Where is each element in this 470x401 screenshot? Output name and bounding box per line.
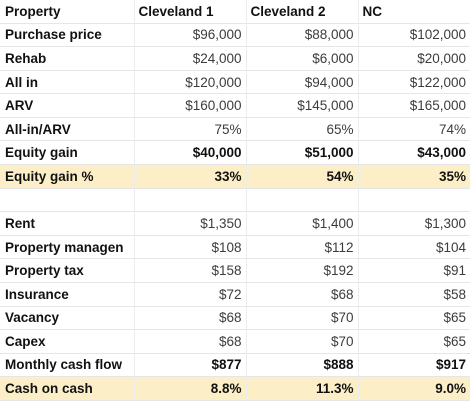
row-label-insurance[interactable]: Insurance <box>0 282 135 307</box>
value-cell-nc[interactable]: $91 <box>358 258 470 283</box>
row-label-capex[interactable]: Capex <box>0 329 135 354</box>
header-cell-cleveland-2[interactable]: Cleveland 2 <box>246 0 359 24</box>
table-row-monthly-cash-flow: Monthly cash flow $877 $888 $917 <box>0 353 470 378</box>
value-cell-cleveland-2[interactable]: $6,000 <box>246 46 359 71</box>
table-row-equity-gain: Equity gain $40,000 $51,000 $43,000 <box>0 140 470 166</box>
table-row-property-tax: Property tax $158 $192 $91 <box>0 258 470 283</box>
row-label-equity-gain[interactable]: Equity gain % <box>0 164 135 189</box>
value-cell-cleveland-1[interactable]: 75% <box>134 117 247 142</box>
row-label-rent[interactable]: Rent <box>0 211 135 236</box>
value-cell-cleveland-2[interactable]: $88,000 <box>246 23 359 48</box>
value-cell-cleveland-2[interactable]: $888 <box>246 353 359 378</box>
value-cell-cleveland-1[interactable]: $68 <box>134 329 247 354</box>
header-cell-cleveland-1[interactable]: Cleveland 1 <box>134 0 247 24</box>
value-cell-cleveland-1[interactable]: $877 <box>134 353 247 378</box>
row-label-monthly-cash-flow[interactable]: Monthly cash flow <box>0 353 135 378</box>
value-cell-cleveland-2[interactable]: $1,400 <box>246 211 359 236</box>
value-cell-nc[interactable]: $917 <box>358 353 470 378</box>
value-cell-cleveland-2[interactable]: $68 <box>246 282 359 307</box>
empty-cell[interactable] <box>0 188 135 213</box>
value-cell-nc[interactable]: $43,000 <box>358 140 470 166</box>
row-label-cash-on-cash[interactable]: Cash on cash <box>0 376 135 401</box>
table-row-insurance: Insurance $72 $68 $58 <box>0 282 470 307</box>
value-cell-nc[interactable]: 35% <box>358 164 470 189</box>
table-row-vacancy: Vacancy $68 $70 $65 <box>0 306 470 331</box>
row-label-purchase-price[interactable]: Purchase price <box>0 23 135 48</box>
value-cell-cleveland-2[interactable]: $112 <box>246 235 359 260</box>
header-row: Property Cleveland 1 Cleveland 2 NC <box>0 0 470 24</box>
value-cell-cleveland-2[interactable]: 11.3% <box>246 376 359 401</box>
row-label-all-in[interactable]: All in <box>0 70 135 95</box>
value-cell-nc[interactable]: $65 <box>358 306 470 331</box>
value-cell-nc[interactable]: 74% <box>358 117 470 142</box>
empty-cell[interactable] <box>246 188 359 213</box>
value-cell-nc[interactable]: 9.0% <box>358 376 470 401</box>
value-cell-cleveland-2[interactable]: $145,000 <box>246 93 359 118</box>
value-cell-nc[interactable]: $102,000 <box>358 23 470 48</box>
value-cell-cleveland-1[interactable]: $120,000 <box>134 70 247 95</box>
value-cell-cleveland-1[interactable]: 8.8% <box>134 376 247 401</box>
table-row-rehab: Rehab $24,000 $6,000 $20,000 <box>0 46 470 71</box>
value-cell-cleveland-2[interactable]: $192 <box>246 258 359 283</box>
value-cell-cleveland-1[interactable]: $68 <box>134 306 247 331</box>
value-cell-cleveland-1[interactable]: 33% <box>134 164 247 189</box>
value-cell-cleveland-2[interactable]: 65% <box>246 117 359 142</box>
table-row-property-managen: Property managen $108 $112 $104 <box>0 235 470 260</box>
value-cell-nc[interactable]: $122,000 <box>358 70 470 95</box>
value-cell-cleveland-1[interactable]: $108 <box>134 235 247 260</box>
value-cell-nc[interactable]: $58 <box>358 282 470 307</box>
value-cell-cleveland-1[interactable]: $96,000 <box>134 23 247 48</box>
header-cell-property[interactable]: Property <box>0 0 135 24</box>
value-cell-nc[interactable]: $1,300 <box>358 211 470 236</box>
row-label-all-in-arv[interactable]: All-in/ARV <box>0 117 135 142</box>
value-cell-cleveland-1[interactable]: $160,000 <box>134 93 247 118</box>
table-row-all-in: All in $120,000 $94,000 $122,000 <box>0 70 470 95</box>
value-cell-cleveland-2[interactable]: $70 <box>246 329 359 354</box>
value-cell-nc[interactable]: $104 <box>358 235 470 260</box>
table-row-capex: Capex $68 $70 $65 <box>0 329 470 354</box>
table-row-rent: Rent $1,350 $1,400 $1,300 <box>0 211 470 236</box>
value-cell-cleveland-1[interactable]: $158 <box>134 258 247 283</box>
value-cell-cleveland-2[interactable]: $94,000 <box>246 70 359 95</box>
table-row-cash-on-cash: Cash on cash 8.8% 11.3% 9.0% <box>0 376 470 401</box>
value-cell-nc[interactable]: $20,000 <box>358 46 470 71</box>
row-label-property-tax[interactable]: Property tax <box>0 258 135 283</box>
table-row-arv: ARV $160,000 $145,000 $165,000 <box>0 93 470 118</box>
row-label-vacancy[interactable]: Vacancy <box>0 306 135 331</box>
value-cell-cleveland-2[interactable]: $70 <box>246 306 359 331</box>
value-cell-cleveland-1[interactable]: $72 <box>134 282 247 307</box>
value-cell-cleveland-2[interactable]: $51,000 <box>246 140 359 166</box>
table-row-equity-gain: Equity gain % 33% 54% 35% <box>0 164 470 189</box>
row-label-property-managen[interactable]: Property managen <box>0 235 135 260</box>
row-label-arv[interactable]: ARV <box>0 93 135 118</box>
value-cell-nc[interactable]: $165,000 <box>358 93 470 118</box>
value-cell-cleveland-2[interactable]: 54% <box>246 164 359 189</box>
table-row-purchase-price: Purchase price $96,000 $88,000 $102,000 <box>0 23 470 48</box>
value-cell-cleveland-1[interactable]: $24,000 <box>134 46 247 71</box>
header-cell-nc[interactable]: NC <box>358 0 470 24</box>
table-row-all-in-arv: All-in/ARV 75% 65% 74% <box>0 117 470 142</box>
row-label-rehab[interactable]: Rehab <box>0 46 135 71</box>
value-cell-cleveland-1[interactable]: $1,350 <box>134 211 247 236</box>
empty-cell[interactable] <box>134 188 247 213</box>
empty-cell[interactable] <box>358 188 470 213</box>
value-cell-nc[interactable]: $65 <box>358 329 470 354</box>
value-cell-cleveland-1[interactable]: $40,000 <box>134 140 247 166</box>
row-label-equity-gain[interactable]: Equity gain <box>0 140 135 166</box>
empty-row <box>0 188 470 213</box>
